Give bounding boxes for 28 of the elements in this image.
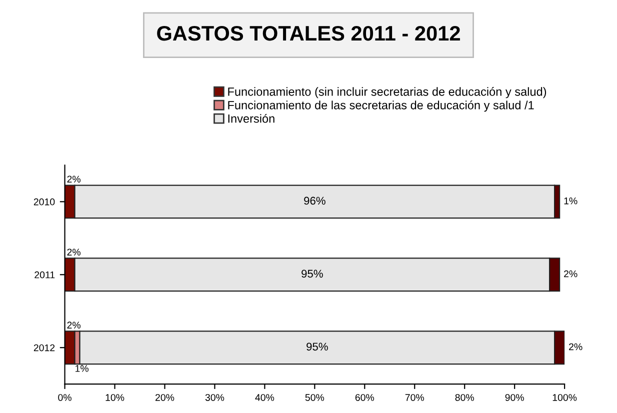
x-tick-label: 90%: [505, 394, 524, 401]
chart-title: GASTOS TOTALES 2011 - 2012: [157, 26, 460, 41]
x-tick-label: 0%: [58, 394, 72, 401]
x-tick-label: 10%: [106, 394, 124, 401]
x-tick-label: 40%: [255, 394, 274, 401]
data-label: 2%: [569, 343, 582, 350]
x-tick-label: 50%: [305, 394, 324, 401]
data-label: 2%: [564, 270, 578, 278]
x-tick-label: 100%: [552, 394, 577, 401]
x-tick-label: 20%: [156, 394, 174, 401]
x-tick-label: 60%: [355, 394, 374, 401]
legend-label: Inversión: [228, 114, 274, 123]
x-tick-label: 70%: [405, 394, 424, 401]
legend-label: Funcionamiento (sin incluir secretarias de educación y salud): [228, 87, 546, 98]
x-tick-label: 80%: [455, 394, 474, 401]
data-label: 1%: [564, 197, 578, 204]
y-tick-label: 2012: [34, 344, 55, 352]
data-label: 2%: [67, 176, 80, 183]
data-label: 95%: [306, 342, 328, 351]
legend-label: Funcionamiento de las secretarias de educación y salud /1: [228, 100, 534, 112]
data-label: 96%: [304, 196, 326, 205]
y-tick-label: 2010: [34, 198, 55, 206]
x-tick-label: 30%: [205, 394, 224, 401]
data-label: 1%: [76, 365, 88, 372]
data-label: 2%: [67, 322, 80, 328]
data-label: 2%: [67, 248, 80, 256]
data-label: 95%: [302, 270, 323, 278]
y-tick-label: 2011: [34, 271, 55, 278]
